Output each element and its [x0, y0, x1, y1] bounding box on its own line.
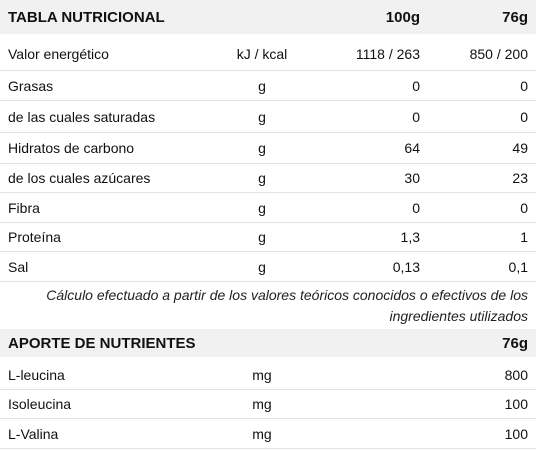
row-label: L-Valina: [8, 425, 59, 442]
row-unit: mg: [252, 396, 272, 412]
row-label: de los cuales azúcares: [8, 170, 151, 186]
table-row: L-leucina mg 800: [0, 361, 536, 390]
row-value-76g: 100: [504, 396, 528, 412]
table-row: Sal g 0,13 0,1: [0, 252, 536, 282]
table-row: Grasas g 0 0: [0, 71, 536, 101]
row-unit: mg: [252, 425, 272, 442]
row-value-100g: 0,13: [392, 258, 420, 275]
nutrients-table-title: APORTE DE NUTRIENTES: [8, 334, 196, 352]
row-value-76g: 1: [520, 229, 528, 245]
row-value-100g: 64: [404, 140, 420, 156]
row-value-76g: 100: [504, 425, 528, 442]
row-unit: mg: [252, 367, 272, 383]
table-row: Hidratos de carbono g 64 49: [0, 133, 536, 164]
nutrients-table-header: APORTE DE NUTRIENTES 76g: [0, 329, 536, 359]
table-row: de las cuales saturadas g 0 0: [0, 101, 536, 133]
row-label: Proteína: [8, 229, 61, 245]
table-row: Fibra g 0 0: [0, 193, 536, 223]
row-unit: g: [258, 108, 266, 125]
row-value-76g: 0: [520, 199, 528, 216]
column-header-76g: 76g: [502, 8, 528, 26]
column-header-76g: 76g: [502, 334, 528, 352]
row-value-100g: 0: [412, 199, 420, 216]
row-value-100g: 0: [412, 108, 420, 125]
row-value-100g: 30: [404, 170, 420, 186]
row-unit: g: [258, 229, 266, 245]
row-label: Sal: [8, 258, 29, 275]
row-unit: g: [258, 199, 266, 216]
row-value-76g: 0,1: [508, 258, 528, 275]
column-header-100g: 100g: [385, 8, 420, 26]
nutrition-table-title: TABLA NUTRICIONAL: [8, 8, 165, 26]
row-unit: g: [258, 258, 266, 275]
row-value-100g: 0: [412, 77, 420, 94]
row-unit: g: [258, 77, 266, 94]
row-value-100g: 1118 / 263: [355, 46, 420, 62]
calculation-note: Cálculo efectuado a partir de los valore…: [46, 287, 528, 324]
table-row: Isoleucina mg 100: [0, 390, 536, 419]
table-row: Valor energético kJ / kcal 1118 / 263 85…: [0, 38, 536, 71]
row-value-100g: 1,3: [400, 229, 420, 245]
row-value-76g: 0: [520, 77, 528, 94]
row-label: Isoleucina: [8, 396, 72, 412]
row-label: Grasas: [8, 77, 54, 94]
row-value-76g: 800: [504, 367, 528, 383]
table-row: L-Valina mg 100: [0, 419, 536, 449]
row-label: Valor energético: [8, 46, 109, 62]
row-value-76g: 23: [512, 170, 528, 186]
row-value-76g: 850 / 200: [469, 46, 528, 62]
row-label: Fibra: [8, 199, 40, 216]
row-unit: g: [258, 170, 266, 186]
row-value-76g: 49: [512, 140, 528, 156]
row-label: Hidratos de carbono: [8, 140, 135, 156]
nutrition-table-header: TABLA NUTRICIONAL 100g 76g: [0, 0, 536, 36]
row-label: de las cuales saturadas: [8, 108, 156, 125]
row-value-76g: 0: [520, 108, 528, 125]
row-unit: kJ / kcal: [236, 46, 288, 62]
table-row: de los cuales azúcares g 30 23: [0, 164, 536, 193]
row-label: L-leucina: [8, 367, 65, 383]
row-unit: g: [258, 140, 266, 156]
table-row: Proteína g 1,3 1: [0, 223, 536, 252]
